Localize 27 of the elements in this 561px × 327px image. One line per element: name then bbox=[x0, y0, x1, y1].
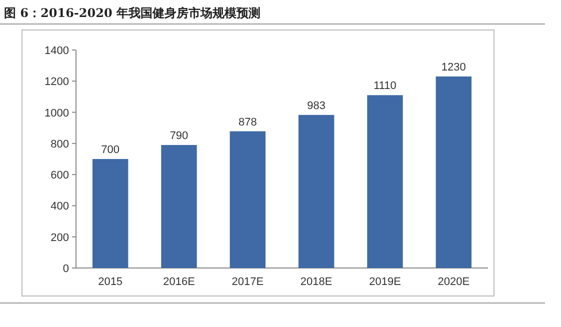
bar bbox=[230, 131, 266, 268]
bar bbox=[436, 76, 472, 268]
x-tick-label: 2020E bbox=[438, 276, 470, 288]
chart-title: 图 6：2016-2020 年我国健身房市场规模预测 bbox=[4, 6, 260, 20]
x-tick-label: 2017E bbox=[232, 276, 264, 288]
data-label: 878 bbox=[238, 116, 257, 128]
bar bbox=[92, 159, 128, 268]
y-tick-label: 800 bbox=[50, 138, 69, 150]
x-tick-label: 2018E bbox=[300, 276, 332, 288]
data-label: 1110 bbox=[374, 80, 396, 92]
y-tick-label: 1400 bbox=[44, 45, 69, 57]
x-tick-label: 2015 bbox=[98, 276, 123, 288]
bar bbox=[161, 144, 197, 268]
data-label: 983 bbox=[307, 100, 326, 112]
data-label: 700 bbox=[101, 144, 120, 156]
y-tick-label: 400 bbox=[50, 200, 69, 213]
y-tick-label: 1200 bbox=[44, 76, 69, 88]
y-tick-label: 1000 bbox=[44, 107, 69, 120]
data-label: 790 bbox=[170, 130, 188, 142]
y-tick-label: 0 bbox=[62, 263, 69, 275]
y-tick-label: 200 bbox=[50, 232, 69, 244]
x-tick-label: 2016E bbox=[163, 276, 195, 288]
data-label: 1230 bbox=[441, 61, 466, 74]
y-tick-label: 600 bbox=[50, 170, 69, 182]
bar bbox=[367, 95, 403, 268]
bar bbox=[298, 114, 334, 268]
x-tick-label: 2019E bbox=[369, 276, 401, 288]
